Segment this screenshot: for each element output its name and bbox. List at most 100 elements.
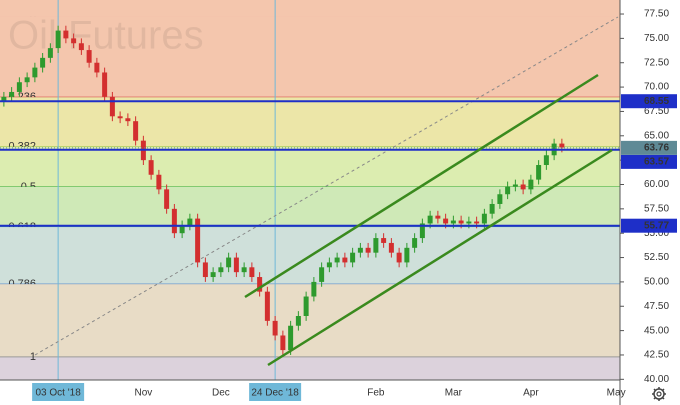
y-tick-label: 55.00 [644,228,669,239]
candle-body [559,143,565,148]
candle-body [195,218,201,263]
candle-body [427,215,433,224]
candle-body [497,194,503,204]
y-tick-label: 75.00 [644,33,669,44]
channel-lower [267,148,613,367]
candle-body [489,203,495,214]
x-tick-label: Apr [523,388,539,399]
last-price-box [621,140,677,155]
x-label-highlight [249,383,302,401]
candle-body [109,96,115,117]
candle-body [226,257,232,268]
watermark: Oil Futures [8,14,204,58]
level-box [621,154,677,169]
candle-body [164,189,170,209]
candle-body [404,247,410,263]
candle-body [512,184,518,187]
candle-body [241,267,247,273]
fib-label: 1 [30,351,36,363]
candle-body [264,291,270,321]
candle-body [528,179,534,190]
candle-body [342,257,348,263]
y-tick-label: 72.50 [644,57,669,68]
x-label-highlight [32,383,85,401]
candle-body [419,223,425,239]
candle-body [288,325,294,351]
channel-upper [244,73,599,299]
axes: 40.00 42.50 45.00 47.50 50.00 52.50 55.00 57.50… [32,9,677,401]
candle-body [505,186,511,195]
level-box [621,218,677,233]
candle-body [156,174,162,190]
candle-body [148,160,154,175]
y-tick-label: 60.00 [644,179,669,190]
candle-body [365,247,371,253]
y-tick-label: 77.50 [644,9,669,20]
x-tick-label: 24 Dec '18 [251,388,299,399]
fib-zone [0,284,620,357]
candle-body [543,155,549,166]
candle-body [319,267,325,282]
settings-icon[interactable] [652,387,666,401]
candle-body [210,272,216,278]
y-tick-label: 67.50 [644,106,669,117]
candle-body [78,43,84,51]
marks [0,25,620,355]
candle-body [32,67,38,78]
x-tick-label: May [607,388,626,399]
candle-body [40,57,46,68]
candle-body [396,252,402,263]
y-tick-label: 42.50 [644,350,669,361]
candle-body [117,116,123,119]
right-axis-bg [620,0,680,405]
candle-body [202,262,208,278]
candle-body [280,335,286,351]
last-price-label: 63.76 [644,143,669,154]
candle-body [102,72,108,97]
candle-body [388,242,394,253]
y-tick-label: 52.50 [644,252,669,263]
candle-body [481,213,487,224]
level-label: 68.55 [644,96,669,107]
y-tick-label: 40.00 [644,374,669,385]
candle-body [71,38,77,44]
x-tick-label: Dec [212,388,230,399]
candle-body [536,165,542,180]
candle-body [381,238,387,243]
candle-body [272,320,278,336]
y-tick-label: 50.00 [644,277,669,288]
gear-teeth [652,387,666,401]
y-tick-label: 45.00 [644,325,669,336]
candle-body [179,225,185,234]
candle-body [94,62,100,73]
dashed-trend-line [34,16,619,356]
y-tick-label: 65.00 [644,130,669,141]
candle-body [86,50,92,63]
candle-body [16,82,22,92]
candle-body [257,277,263,292]
y-tick-label: 70.00 [644,82,669,93]
candle-body [133,121,139,141]
candle-body [474,221,480,224]
fib-zone [0,97,620,147]
x-tick-label: Feb [367,388,385,399]
candle-body [350,252,356,263]
candle-body [326,262,332,268]
gear-hub [656,391,662,397]
candle-body [334,257,340,263]
candle-body [24,77,30,83]
candle-body [458,220,464,224]
candle-body [9,91,15,97]
candle-body [187,218,193,226]
y-tick-label: 57.50 [644,203,669,214]
candle-body [311,281,317,297]
candle-body [47,48,53,58]
fib-zone [0,186,620,228]
candle-body [171,208,177,234]
candle-body [435,215,441,219]
candle-body [466,221,472,224]
candle-body [125,118,131,122]
candle-body [55,30,61,49]
